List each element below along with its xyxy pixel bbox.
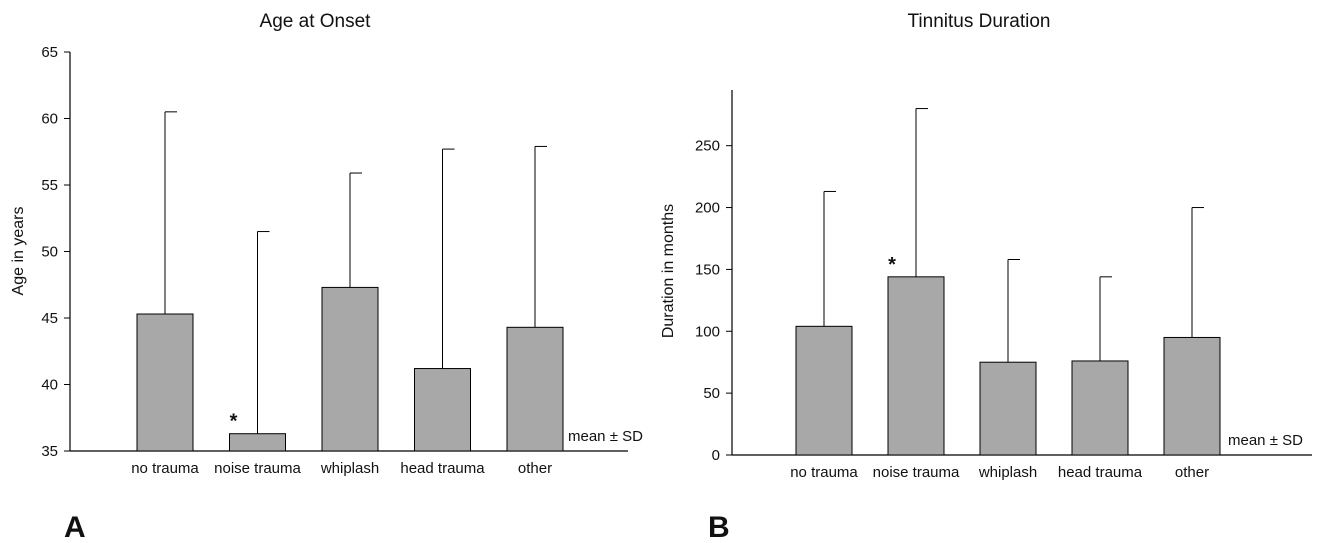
y-tick-label: 0 bbox=[712, 447, 720, 464]
x-tick-label: noise trauma bbox=[214, 460, 301, 477]
y-tick-label: 40 bbox=[41, 377, 58, 394]
y-tick-label: 200 bbox=[695, 200, 720, 217]
bar-no-trauma bbox=[136, 313, 194, 452]
bar-head-trauma bbox=[414, 368, 471, 452]
bar-noise-trauma bbox=[229, 433, 286, 452]
mean-sd-note: mean ± SD bbox=[568, 428, 643, 445]
y-tick-label: 65 bbox=[41, 44, 58, 61]
significance-marker: * bbox=[230, 411, 238, 433]
y-axis-label: Age in years bbox=[10, 207, 27, 296]
x-tick-label: noise trauma bbox=[873, 464, 960, 481]
x-tick-label: head trauma bbox=[400, 460, 485, 477]
chart-age-at-onset: Age at Onset Age in years mean ± SD A 35… bbox=[10, 11, 643, 543]
x-tick-label: whiplash bbox=[320, 460, 379, 477]
x-tick-label: no trauma bbox=[131, 460, 199, 477]
x-tick-label: other bbox=[1175, 464, 1209, 481]
y-tick-label: 50 bbox=[41, 244, 58, 261]
chart-title: Tinnitus Duration bbox=[908, 11, 1051, 32]
x-tick-label: other bbox=[518, 460, 552, 477]
chart-tinnitus-duration: Tinnitus Duration Duration in months mea… bbox=[660, 11, 1312, 543]
bar-whiplash bbox=[321, 286, 379, 452]
y-axis-label: Duration in months bbox=[660, 204, 677, 338]
significance-marker: * bbox=[888, 254, 896, 276]
y-tick-label: 35 bbox=[41, 443, 58, 460]
bar-no-trauma bbox=[795, 325, 853, 456]
y-tick-label: 250 bbox=[695, 138, 720, 155]
bar-other bbox=[506, 326, 564, 452]
mean-sd-note: mean ± SD bbox=[1228, 432, 1303, 449]
panel-label: B bbox=[708, 511, 730, 543]
y-tick-label: 150 bbox=[695, 261, 720, 278]
bar-other bbox=[1163, 336, 1221, 456]
y-tick-label: 60 bbox=[41, 111, 58, 128]
bar-head-trauma bbox=[1071, 360, 1129, 456]
y-tick-label: 55 bbox=[41, 177, 58, 194]
panel-label: A bbox=[64, 511, 86, 543]
x-tick-label: no trauma bbox=[790, 464, 858, 481]
bar-noise-trauma bbox=[887, 276, 945, 456]
x-tick-label: head trauma bbox=[1058, 464, 1143, 481]
chart-title: Age at Onset bbox=[260, 11, 372, 32]
y-tick-label: 45 bbox=[41, 310, 58, 327]
bar-whiplash bbox=[979, 361, 1037, 456]
y-tick-label: 50 bbox=[703, 385, 720, 402]
x-tick-label: whiplash bbox=[978, 464, 1037, 481]
y-tick-label: 100 bbox=[695, 323, 720, 340]
